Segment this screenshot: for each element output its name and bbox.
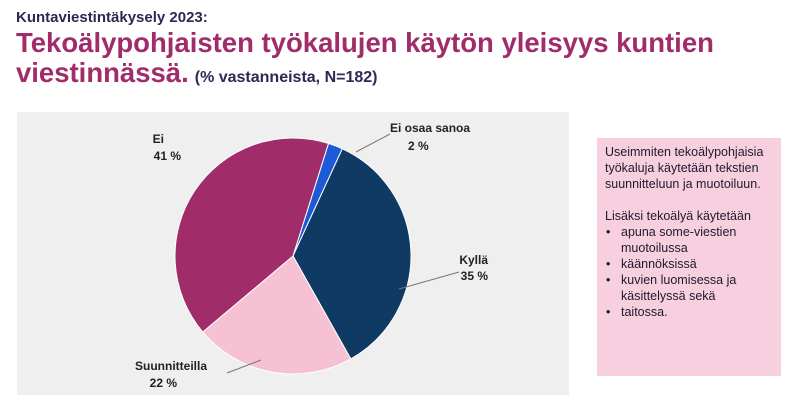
info-bullet: käännöksissä	[605, 256, 774, 272]
chart-subtitle: (% vastanneista, N=182)	[194, 69, 378, 86]
slice-value-label: 41 %	[154, 149, 182, 163]
info-bullet: apuna some-viestien muotoilussa	[605, 224, 774, 256]
info-bullet-list: apuna some-viestien muotoilussa käännöks…	[605, 224, 774, 320]
pie-slice-suunnitteilla	[202, 255, 352, 375]
chart-title: Tekoälypohjaisten työkalujen käytön ylei…	[16, 28, 776, 93]
leader-line	[398, 271, 460, 290]
info-bullet: kuvien luomisessa ja käsittelyssä sekä	[605, 272, 774, 304]
title-text: Tekoälypohjaisten työkalujen käytön ylei…	[16, 27, 714, 88]
info-paragraph-1: Useimmiten tekoälypohjaisia työkaluja kä…	[605, 145, 764, 191]
slice-label: Suunnitteilla	[135, 359, 207, 373]
slice-label: Ei osaa sanoa	[390, 121, 470, 135]
leader-line	[355, 133, 391, 153]
slice-label: Kyllä	[459, 253, 488, 267]
survey-kicker: Kuntaviestintäkysely 2023:	[16, 9, 208, 26]
pie-slice-ei	[174, 137, 330, 333]
pie-chart: Ei osaa sanoa 2 % Kyllä 35 % Suunnitteilla 22…	[135, 121, 489, 390]
info-bullet: taitossa.	[605, 304, 774, 320]
pie-slice-kyllä	[292, 148, 412, 360]
leader-line	[226, 359, 262, 374]
chart-panel: Ei osaa sanoa 2 % Kyllä 35 % Suunnitteilla 22…	[17, 112, 569, 395]
info-paragraph-2: Lisäksi tekoälyä käytetään	[605, 209, 751, 223]
slice-value-label: 22 %	[150, 376, 178, 390]
slice-label: Ei	[153, 132, 164, 146]
info-box: Useimmiten tekoälypohjaisia työkaluja kä…	[597, 138, 781, 376]
slice-value-label: 35 %	[461, 269, 489, 283]
slice-value-label: 2 %	[408, 139, 429, 153]
